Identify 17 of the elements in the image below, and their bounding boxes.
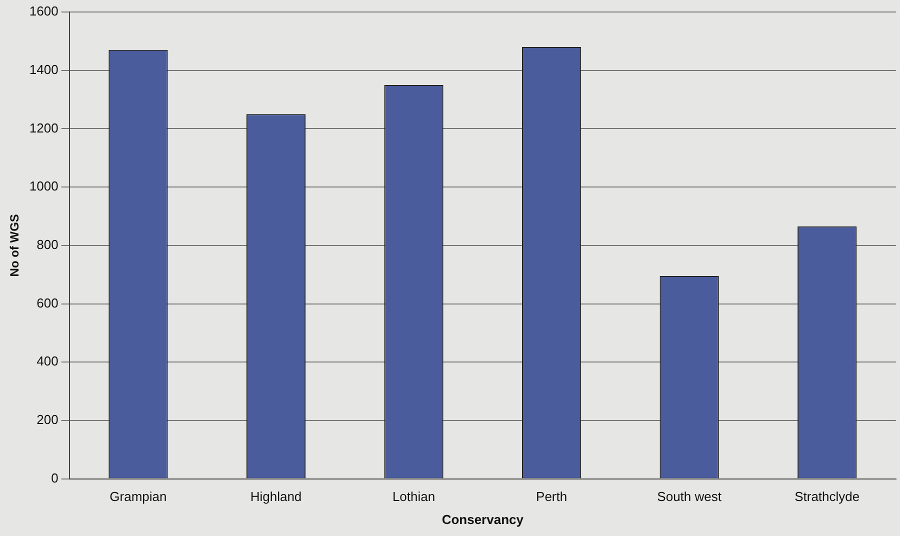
y-tick-label: 1000 xyxy=(29,178,58,194)
y-tick-label: 400 xyxy=(36,354,58,369)
x-tick-label: Perth xyxy=(536,489,568,504)
y-tick-label: 1400 xyxy=(29,62,58,77)
y-tick-label: 200 xyxy=(36,412,58,428)
y-tick-label: 1200 xyxy=(29,120,58,136)
x-axis-title: Conservancy xyxy=(442,512,524,527)
x-tick-label: South west xyxy=(657,489,722,504)
y-tick-label: 1600 xyxy=(29,4,58,19)
y-axis-title: No of WGS xyxy=(8,214,22,277)
y-tick-label: 800 xyxy=(36,236,58,252)
x-tick-label: Strathclyde xyxy=(794,489,860,504)
y-tick-label: 600 xyxy=(36,295,58,310)
x-tick-label: Highland xyxy=(250,489,302,504)
x-tick-label: Lothian xyxy=(392,489,436,504)
x-tick-label: Grampian xyxy=(110,489,167,504)
y-tick-label: 0 xyxy=(51,470,58,486)
